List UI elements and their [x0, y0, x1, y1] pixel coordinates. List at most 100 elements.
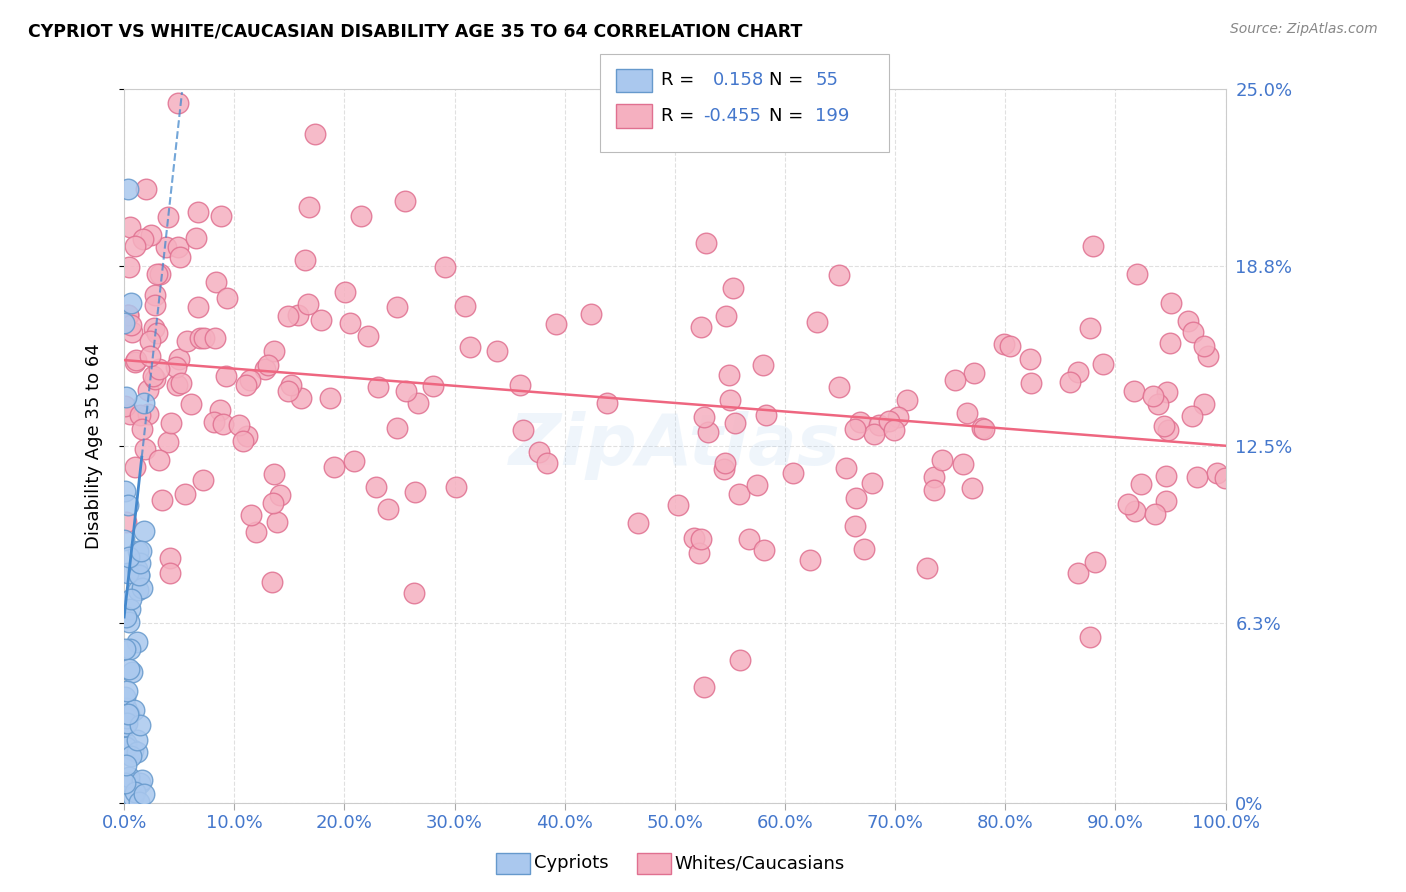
- Point: [727, 487, 749, 501]
- Point: [134, 442, 156, 456]
- Point: [202, 415, 225, 429]
- Point: [333, 285, 356, 299]
- Point: [114, 609, 136, 624]
- Point: [718, 392, 741, 407]
- Point: [695, 235, 717, 250]
- Point: [377, 501, 399, 516]
- Point: [385, 300, 408, 314]
- Point: [1156, 494, 1178, 508]
- Point: [963, 366, 986, 380]
- Point: [1019, 376, 1042, 390]
- Point: [297, 200, 319, 214]
- Point: [852, 542, 875, 557]
- Point: [188, 331, 211, 345]
- Point: [143, 288, 166, 302]
- Point: [688, 546, 710, 560]
- Point: [205, 275, 228, 289]
- Point: [142, 368, 165, 383]
- Point: [287, 308, 309, 322]
- Point: [127, 582, 149, 597]
- Point: [683, 531, 706, 545]
- Point: [952, 457, 974, 471]
- Point: [1213, 471, 1236, 485]
- Point: [263, 344, 285, 359]
- Point: [863, 427, 886, 442]
- Point: [166, 359, 188, 374]
- Point: [1144, 507, 1167, 521]
- Point: [112, 316, 135, 330]
- Text: N =: N =: [769, 71, 803, 89]
- Point: [115, 715, 138, 730]
- Point: [536, 456, 558, 470]
- Text: N =: N =: [769, 107, 803, 125]
- Point: [120, 318, 142, 332]
- Point: [155, 240, 177, 254]
- Point: [666, 498, 689, 512]
- Point: [263, 467, 285, 482]
- Point: [114, 642, 136, 657]
- Point: [714, 309, 737, 323]
- Point: [860, 475, 883, 490]
- Point: [148, 362, 170, 376]
- Point: [131, 422, 153, 436]
- Point: [1206, 467, 1229, 481]
- Point: [115, 711, 138, 725]
- Point: [127, 544, 149, 558]
- Point: [323, 460, 346, 475]
- Point: [970, 421, 993, 435]
- Point: [931, 453, 953, 467]
- Point: [915, 561, 938, 575]
- Point: [120, 296, 142, 310]
- Point: [922, 483, 945, 498]
- Point: [1078, 321, 1101, 335]
- Point: [752, 358, 775, 372]
- Point: [135, 182, 157, 196]
- Point: [209, 209, 232, 223]
- Point: [136, 407, 159, 421]
- Point: [395, 384, 418, 398]
- Point: [146, 268, 169, 282]
- Point: [1092, 357, 1115, 371]
- Point: [245, 524, 267, 539]
- Point: [993, 337, 1015, 351]
- Text: Cypriots: Cypriots: [534, 855, 609, 872]
- Point: [1067, 566, 1090, 580]
- Point: [132, 231, 155, 245]
- Point: [799, 553, 821, 567]
- Point: [319, 391, 342, 405]
- Point: [883, 423, 905, 437]
- Text: Source: ZipAtlas.com: Source: ZipAtlas.com: [1230, 22, 1378, 37]
- Point: [127, 561, 149, 575]
- Point: [745, 478, 768, 492]
- Point: [120, 220, 142, 235]
- Point: [115, 735, 138, 749]
- Point: [139, 227, 162, 242]
- Point: [122, 703, 145, 717]
- Point: [128, 775, 150, 789]
- Point: [394, 194, 416, 208]
- Point: [112, 533, 135, 547]
- Point: [236, 429, 259, 443]
- Point: [887, 409, 910, 424]
- Point: [118, 407, 141, 421]
- Point: [128, 795, 150, 809]
- Point: [896, 392, 918, 407]
- Point: [143, 298, 166, 312]
- Point: [186, 231, 208, 245]
- Point: [1194, 397, 1216, 411]
- Point: [290, 391, 312, 405]
- Point: [689, 320, 711, 334]
- Point: [844, 421, 866, 435]
- Point: [1154, 468, 1177, 483]
- Point: [385, 421, 408, 435]
- Y-axis label: Disability Age 35 to 64: Disability Age 35 to 64: [86, 343, 103, 549]
- Point: [1192, 339, 1215, 353]
- Point: [139, 349, 162, 363]
- Point: [277, 309, 299, 323]
- Point: [117, 566, 139, 580]
- Point: [1177, 313, 1199, 327]
- Text: 55: 55: [815, 71, 838, 89]
- Point: [122, 789, 145, 804]
- Point: [150, 492, 173, 507]
- Point: [117, 309, 139, 323]
